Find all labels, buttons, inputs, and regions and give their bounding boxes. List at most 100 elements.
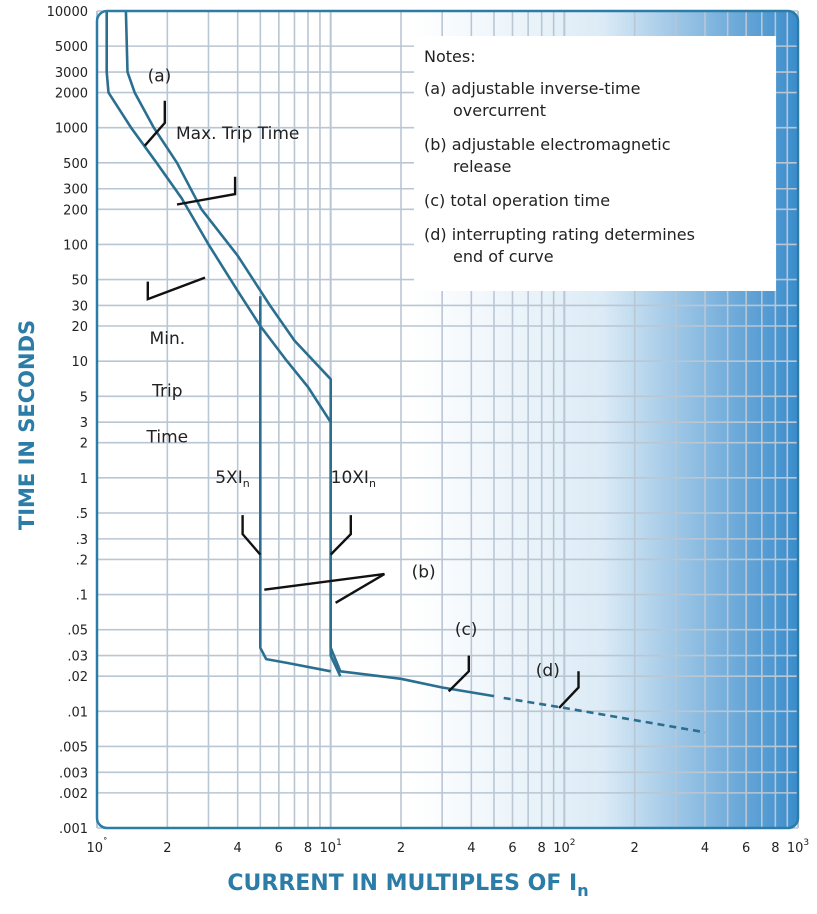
leader-line (334, 572, 386, 604)
x-tick-text: 10 (320, 841, 337, 856)
x-tick-text: 2 (163, 841, 171, 856)
y-tick-label: .1 (76, 589, 88, 604)
series-line (503, 696, 706, 734)
y-tick-label: .003 (59, 766, 88, 781)
x-tick-text: 2 (397, 841, 405, 856)
leader-line (241, 515, 262, 556)
x-tick-exponent: 1 (336, 838, 342, 848)
y-tick-label: .01 (67, 705, 88, 720)
leader-line (143, 100, 166, 147)
annotation-label: Time (146, 428, 189, 448)
y-tick-label: 200 (63, 203, 88, 218)
y-tick-label: 1 (80, 472, 88, 487)
x-tick-text: 4 (234, 841, 242, 856)
y-tick-label: 2 (80, 437, 88, 452)
y-tick-label: 500 (63, 157, 88, 172)
annotation-subscript: n (243, 477, 250, 490)
x-tick-label: 6 (742, 841, 750, 856)
annotation-text: 10XI (331, 468, 369, 488)
leader-line (329, 515, 352, 556)
annotation-label: Min. (150, 329, 186, 349)
x-tick-text: 2 (631, 841, 639, 856)
x-tick-exponent: 3 (803, 838, 809, 848)
note-line: overcurrent (453, 101, 546, 120)
annotation-label: 5XIn (215, 468, 249, 490)
annotation-label: (b) (412, 563, 436, 583)
x-tick-label: 2 (397, 841, 405, 856)
annotation-label: (c) (455, 620, 478, 640)
x-tick-label: 2 (163, 841, 171, 856)
note-line: (b) adjustable electromagnetic (424, 135, 670, 154)
annotation-text: (a) (148, 66, 172, 86)
y-tick-label: 3000 (55, 66, 88, 81)
y-tick-label: 30 (71, 299, 88, 314)
x-tick-label: 6 (508, 841, 516, 856)
series-line (124, 10, 342, 677)
x-tick-label: 6 (275, 841, 283, 856)
leader-line (558, 671, 580, 709)
annotation-text: (d) (536, 661, 560, 681)
notes-box: Notes: (a) adjustable inverse-time overcur… (414, 36, 776, 291)
x-tick-text: 10 (553, 841, 570, 856)
x-tick-text: 10 (787, 841, 804, 856)
x-tick-exponent: 2 (570, 838, 576, 848)
y-tick-label: 100 (63, 238, 88, 253)
y-tick-label: 10000 (47, 5, 88, 20)
annotation-subscript: n (369, 477, 376, 490)
x-axis-title-sub: n (577, 881, 588, 900)
notes-background (414, 36, 776, 291)
annotation-label: Max. Trip Time (176, 124, 299, 144)
x-tick-labels: 10˚ 2 4 6 8 101 2 4 6 8 102 2 4 6 8 103 (86, 837, 809, 856)
x-axis-title: CURRENT IN MULTIPLES OF In (227, 871, 588, 900)
y-tick-label: .2 (76, 553, 88, 568)
note-line: (c) total operation time (424, 191, 610, 210)
x-tick-label: 101 (320, 838, 342, 856)
y-tick-label: .02 (67, 670, 88, 685)
notes-header: Notes: (424, 47, 476, 66)
y-axis-title: TIME IN SECONDS (15, 320, 39, 530)
x-tick-text: 8 (538, 841, 546, 856)
x-axis-title-main: CURRENT IN MULTIPLES OF I (227, 871, 577, 896)
x-tick-label: 4 (701, 841, 709, 856)
y-tick-label: 5 (80, 390, 88, 405)
x-tick-label: 8 (771, 841, 779, 856)
x-tick-label: 4 (467, 841, 475, 856)
y-tick-label: .05 (67, 624, 88, 639)
series-line (259, 296, 331, 673)
annotation-label: (d) (536, 661, 560, 681)
x-tick-text: 6 (742, 841, 750, 856)
y-tick-label: 2000 (55, 87, 88, 102)
plot-frame (95, 9, 800, 830)
x-tick-exponent: ˚ (103, 837, 108, 848)
x-tick-text: 8 (771, 841, 779, 856)
x-tick-text: 4 (467, 841, 475, 856)
y-tick-label: .002 (59, 787, 88, 802)
note-line: release (453, 157, 511, 176)
y-tick-label: .03 (67, 650, 88, 665)
x-tick-text: 10 (86, 841, 103, 856)
y-tick-label: 50 (71, 274, 88, 289)
y-tick-label: .3 (76, 533, 88, 548)
leader-line (176, 176, 237, 206)
x-tick-label: 8 (304, 841, 312, 856)
annotation-label: 10XIn (331, 468, 376, 490)
annotation-text: (c) (455, 620, 478, 640)
y-tick-label: 20 (71, 320, 88, 335)
y-tick-label: 1000 (55, 122, 88, 137)
x-tick-text: 4 (701, 841, 709, 856)
x-tick-text: 8 (304, 841, 312, 856)
annotation-text: Min. (150, 329, 186, 349)
x-tick-label: 103 (787, 838, 809, 856)
x-tick-label: 102 (553, 838, 575, 856)
x-tick-label: 2 (631, 841, 639, 856)
annotation-text: 5XI (215, 468, 242, 488)
y-tick-label: 300 (63, 183, 88, 198)
y-tick-label: .5 (76, 507, 88, 522)
leader-line (447, 655, 470, 693)
y-tick-label: 5000 (55, 40, 88, 55)
note-line: (d) interrupting rating determines (424, 225, 695, 244)
x-tick-label: 8 (538, 841, 546, 856)
note-line: (a) adjustable inverse-time (424, 79, 640, 98)
x-tick-text: 6 (275, 841, 283, 856)
